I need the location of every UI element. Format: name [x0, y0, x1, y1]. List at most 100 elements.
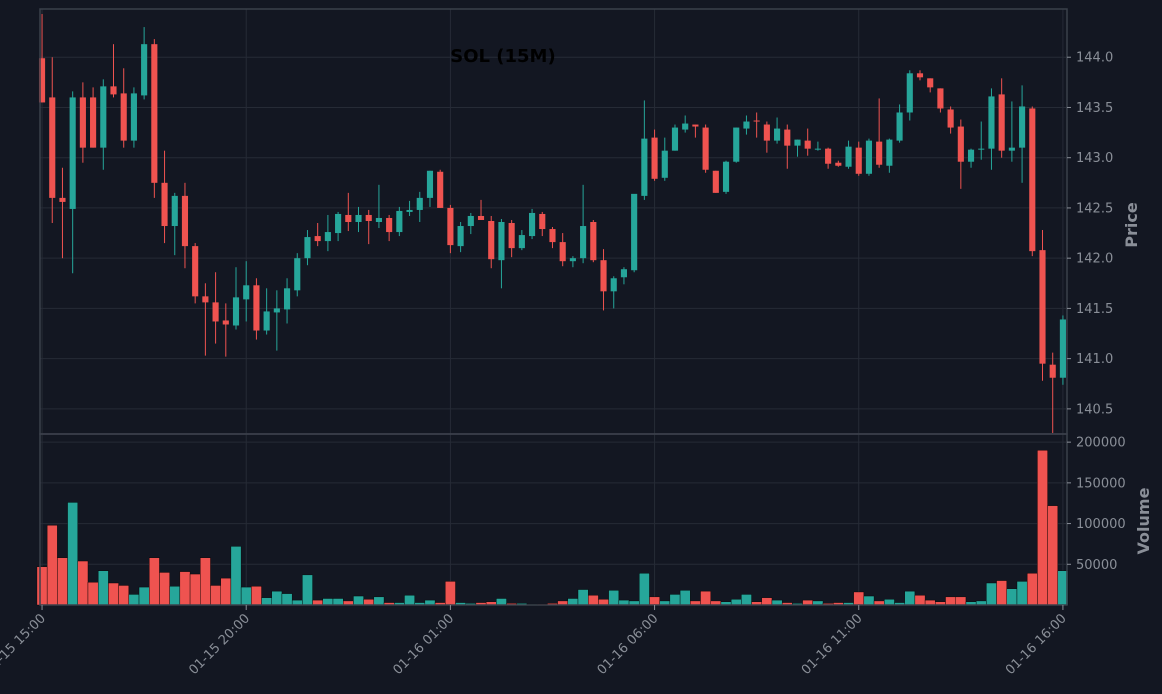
- candle-body: [192, 246, 199, 297]
- volume-bar: [567, 598, 579, 606]
- volume-bar: [77, 560, 89, 606]
- candle-body: [620, 269, 628, 278]
- candle-body: [631, 193, 638, 271]
- candle-body: [794, 139, 801, 146]
- candle-body: [161, 182, 168, 227]
- time-tick-label: 01-16 16:00: [1003, 611, 1070, 678]
- candle-body: [355, 214, 362, 223]
- candle-body: [804, 140, 811, 149]
- candle-body: [733, 127, 740, 162]
- price-tick-label: 141.5: [1076, 302, 1113, 317]
- candle-body: [130, 93, 137, 141]
- candle-body: [712, 170, 719, 193]
- candle-body: [467, 215, 474, 227]
- candle-body: [814, 148, 821, 150]
- candle-body: [937, 88, 944, 109]
- volume-bar: [36, 566, 48, 606]
- candle-body: [1008, 147, 1015, 151]
- candle-body: [49, 97, 56, 198]
- candle-body: [865, 140, 873, 174]
- volume-bar: [639, 573, 650, 606]
- price-tick-label: 141.0: [1076, 352, 1113, 367]
- time-tick-label: 01-15 20:00: [186, 611, 253, 678]
- volume-bar: [332, 598, 344, 606]
- volume-bar: [669, 594, 681, 606]
- candle-body: [651, 137, 658, 179]
- volume-bar: [1026, 573, 1038, 606]
- volume-bar: [598, 599, 609, 606]
- price-tick-label: 142.5: [1076, 201, 1113, 216]
- candle-body: [722, 161, 730, 192]
- candle-body: [151, 44, 158, 183]
- volume-bar: [67, 502, 78, 606]
- volume-tick-label: 50000: [1076, 558, 1117, 573]
- candle-body: [1019, 106, 1026, 148]
- volume-bar: [261, 597, 272, 606]
- volume-bar: [945, 596, 956, 606]
- volume-bar: [955, 596, 967, 606]
- candle-body: [120, 93, 127, 141]
- volume-bar: [445, 581, 456, 606]
- volume-bar: [353, 595, 364, 606]
- volume-bar: [200, 557, 211, 606]
- candle-body: [845, 146, 852, 167]
- candle-body: [702, 127, 709, 170]
- volume-bar: [46, 525, 58, 606]
- price-axis-title: Price: [1122, 202, 1141, 248]
- candle-body: [447, 207, 454, 246]
- candle-body: [243, 285, 250, 300]
- candle-body: [1059, 319, 1066, 378]
- volume-bar: [679, 590, 691, 606]
- candle-body: [283, 288, 291, 310]
- candle-body: [386, 217, 393, 233]
- volume-bar: [904, 590, 916, 606]
- volume-bar: [761, 597, 773, 606]
- candle-body: [477, 215, 485, 220]
- volume-bar: [373, 596, 385, 606]
- candle-body: [753, 120, 760, 122]
- candle-body: [416, 197, 423, 210]
- candle-body: [69, 97, 76, 209]
- time-tick-label: 01-16 01:00: [390, 611, 457, 678]
- candle-body: [927, 78, 934, 88]
- candle-body: [784, 129, 791, 146]
- candle-body: [682, 123, 689, 130]
- volume-bar: [741, 594, 752, 606]
- candle-body: [294, 258, 301, 291]
- candle-body: [916, 73, 924, 78]
- candle-body: [304, 237, 311, 259]
- price-tick-label: 143.5: [1076, 101, 1113, 116]
- candle-body: [988, 96, 995, 149]
- price-panel-frame: [39, 8, 1068, 435]
- candle-body: [886, 139, 893, 166]
- candle-body: [202, 296, 209, 303]
- volume-bar: [57, 557, 68, 606]
- candle-body: [426, 170, 434, 198]
- volume-bar: [159, 572, 170, 606]
- candle-body: [1039, 250, 1046, 364]
- volume-tick-label: 200000: [1076, 436, 1126, 451]
- volume-bar: [914, 595, 926, 606]
- candle-body: [518, 235, 525, 249]
- volume-bar: [863, 595, 875, 606]
- candle-body: [590, 222, 597, 261]
- volume-bar: [97, 570, 109, 606]
- candle-body: [743, 121, 750, 129]
- volume-bar: [87, 582, 99, 606]
- candle-body: [906, 73, 913, 113]
- candle-body: [141, 44, 148, 96]
- time-tick-label: 01-16 06:00: [595, 611, 662, 678]
- candle-body: [528, 212, 536, 237]
- candle-body: [610, 278, 617, 292]
- candle-body: [59, 197, 66, 202]
- candle-body: [569, 258, 576, 262]
- candle-body: [835, 162, 842, 166]
- volume-bar: [649, 596, 660, 606]
- volume-bar: [128, 594, 140, 606]
- candle-body: [171, 195, 178, 227]
- candle-body: [967, 149, 975, 162]
- volume-bar: [986, 582, 997, 606]
- candle-body: [947, 109, 954, 128]
